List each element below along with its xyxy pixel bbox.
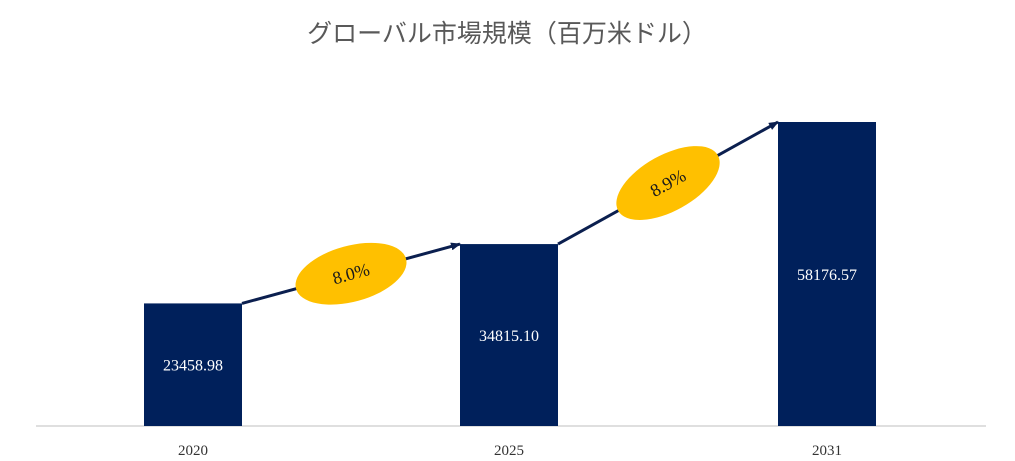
x-tick-label: 2031 — [812, 443, 842, 459]
bar-value-label: 58176.57 — [797, 267, 857, 284]
bar-value-label: 34815.10 — [479, 328, 539, 345]
bar-2031 — [778, 122, 876, 426]
labels: 23458.98 2020 34815.10 2025 58176.57 2031 — [163, 267, 857, 459]
bar-value-label: 23458.98 — [163, 358, 223, 375]
chart-title: グローバル市場規模（百万米ドル） — [307, 19, 707, 48]
bars — [144, 122, 876, 426]
growth-arrows: 8.0%8.9% — [241, 120, 779, 305]
bar-2020 — [144, 303, 242, 426]
bar-2025 — [460, 244, 558, 426]
x-tick-label: 2025 — [494, 443, 524, 459]
growth-rate-bubble — [295, 242, 407, 305]
growth-rate-bubble — [616, 146, 720, 220]
x-tick-label: 2020 — [178, 443, 208, 459]
